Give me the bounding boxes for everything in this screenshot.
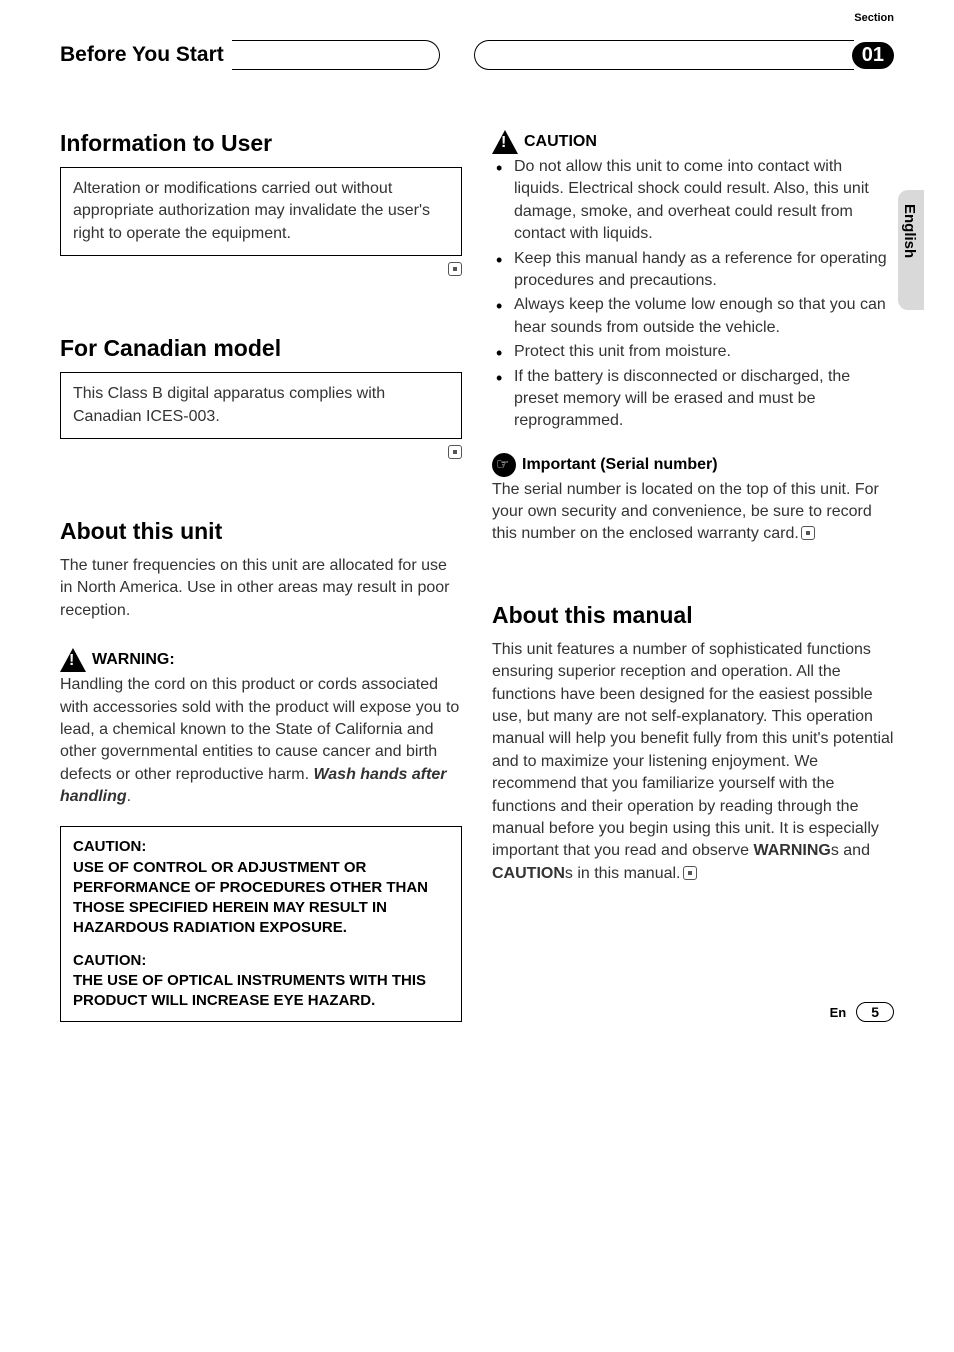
section-number-badge: 01 bbox=[852, 42, 894, 69]
caution-1-label: CAUTION: bbox=[73, 838, 146, 855]
chapter-title: Before You Start bbox=[60, 41, 224, 69]
important-body: The serial number is located on the top … bbox=[492, 479, 894, 548]
about-manual-w2: CAUTION bbox=[492, 865, 565, 882]
caution-1-text: USE OF CONTROL OR ADJUSTMENT OR PERFORMA… bbox=[73, 859, 428, 937]
header-right: 01 bbox=[474, 40, 894, 70]
about-manual-pre: This unit features a number of sophistic… bbox=[492, 641, 893, 860]
warning-head: WARNING: bbox=[60, 648, 462, 672]
caution-bullets: Do not allow this unit to come into cont… bbox=[492, 156, 894, 433]
caution-bullet: If the battery is disconnected or discha… bbox=[492, 366, 894, 433]
footer-page-number: 5 bbox=[856, 1002, 894, 1022]
heading-about-manual: About this manual bbox=[492, 602, 894, 629]
section-end-icon bbox=[801, 525, 815, 547]
header-left: Before You Start bbox=[60, 40, 440, 70]
caution-2: CAUTION: THE USE OF OPTICAL INSTRUMENTS … bbox=[73, 951, 449, 1012]
caution-triangle-icon bbox=[492, 130, 518, 154]
header-rule-left bbox=[232, 40, 440, 70]
about-manual-mid1: s and bbox=[831, 842, 870, 859]
section-end-icon bbox=[683, 865, 697, 887]
caution-2-label: CAUTION: bbox=[73, 952, 146, 969]
warning-body: Handling the cord on this product or cor… bbox=[60, 674, 462, 808]
section-end-icon bbox=[60, 445, 462, 464]
info-user-box: Alteration or modifications carried out … bbox=[60, 167, 462, 256]
left-column: Information to User Alteration or modifi… bbox=[60, 130, 462, 1022]
header-rule-right bbox=[474, 40, 854, 70]
caution-bullet: Always keep the volume low enough so tha… bbox=[492, 294, 894, 339]
footer-lang: En bbox=[830, 1005, 847, 1020]
warning-triangle-icon bbox=[60, 648, 86, 672]
about-unit-body: The tuner frequencies on this unit are a… bbox=[60, 555, 462, 622]
content-columns: Information to User Alteration or modifi… bbox=[60, 130, 894, 1022]
about-manual-body: This unit features a number of sophistic… bbox=[492, 639, 894, 887]
language-tab-label: English bbox=[901, 204, 918, 258]
heading-about-unit: About this unit bbox=[60, 518, 462, 545]
caution-label: CAUTION bbox=[524, 133, 597, 151]
caution-1: CAUTION: USE OF CONTROL OR ADJUSTMENT OR… bbox=[73, 837, 449, 938]
page-footer: En 5 bbox=[830, 1002, 894, 1022]
heading-info-user: Information to User bbox=[60, 130, 462, 157]
about-manual-mid2: s in this manual. bbox=[565, 865, 681, 882]
important-head: Important (Serial number) bbox=[492, 453, 894, 477]
page-header: Before You Start 01 bbox=[60, 40, 894, 70]
important-text: The serial number is located on the top … bbox=[492, 481, 879, 543]
section-label: Section bbox=[854, 12, 894, 24]
heading-canadian: For Canadian model bbox=[60, 335, 462, 362]
warning-text-post: . bbox=[127, 788, 131, 805]
language-tab: English bbox=[898, 190, 924, 310]
caution-bullet: Do not allow this unit to come into cont… bbox=[492, 156, 894, 246]
caution-head: CAUTION bbox=[492, 130, 894, 154]
important-label: Important (Serial number) bbox=[522, 456, 718, 474]
canadian-box: This Class B digital apparatus complies … bbox=[60, 372, 462, 439]
caution-bullet: Protect this unit from moisture. bbox=[492, 341, 894, 363]
warning-label: WARNING: bbox=[92, 651, 175, 669]
about-manual-w1: WARNING bbox=[754, 842, 831, 859]
caution-bullet: Keep this manual handy as a reference fo… bbox=[492, 248, 894, 293]
section-end-icon bbox=[60, 262, 462, 281]
caution-laser-box: CAUTION: USE OF CONTROL OR ADJUSTMENT OR… bbox=[60, 826, 462, 1022]
pointing-hand-icon bbox=[492, 453, 516, 477]
caution-2-text: THE USE OF OPTICAL INSTRUMENTS WITH THIS… bbox=[73, 972, 426, 1009]
right-column: CAUTION Do not allow this unit to come i… bbox=[492, 130, 894, 1022]
